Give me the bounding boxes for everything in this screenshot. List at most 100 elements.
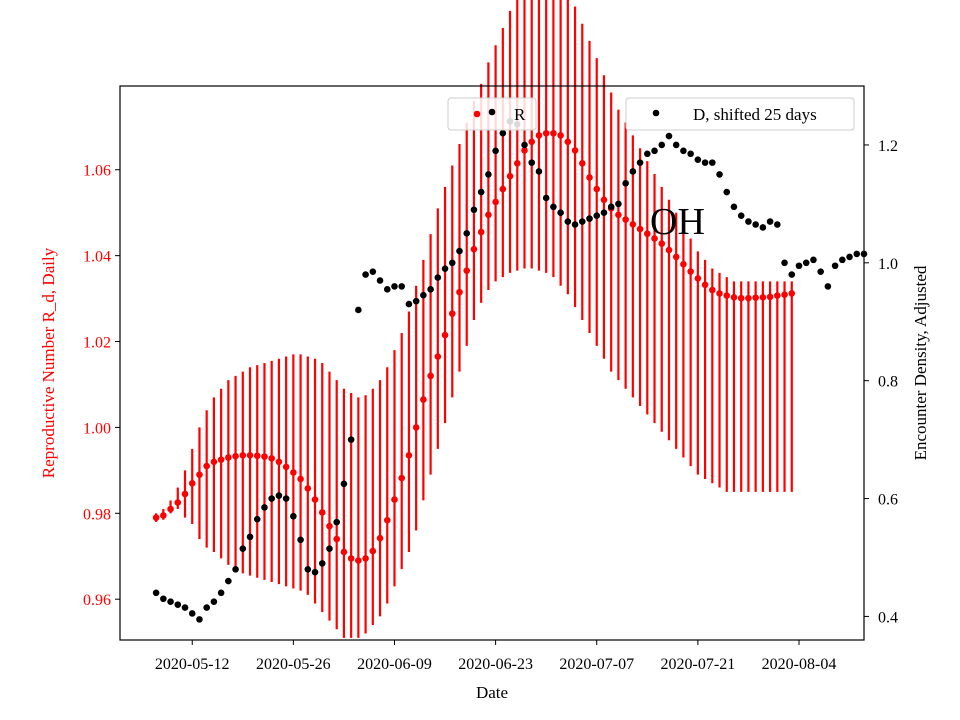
d-point <box>239 545 247 552</box>
r-point <box>290 469 297 476</box>
r-point <box>181 490 189 498</box>
d-point <box>839 256 846 264</box>
d-point <box>203 604 210 611</box>
d-point <box>578 218 586 225</box>
d-point <box>340 480 348 488</box>
r-point <box>304 485 312 492</box>
left-y-tick-label: 0.98 <box>83 506 111 523</box>
right-y-tick-label: 0.6 <box>878 492 898 509</box>
r-point <box>745 294 752 302</box>
r-point <box>557 132 564 139</box>
d-point <box>420 291 427 299</box>
r-point <box>658 240 666 247</box>
r-point <box>463 267 471 274</box>
r-point <box>217 456 225 463</box>
r-point <box>716 290 723 297</box>
r-point <box>376 534 384 542</box>
x-tick-label: 2020-06-09 <box>357 656 432 673</box>
d-point <box>781 259 788 267</box>
d-point <box>383 286 391 293</box>
d-point <box>152 589 160 597</box>
r-series-layer <box>152 0 796 638</box>
d-point <box>745 218 752 225</box>
d-point <box>160 595 167 603</box>
d-point <box>680 147 687 155</box>
r-point <box>297 475 304 483</box>
d-point <box>318 560 326 567</box>
d-point <box>550 203 557 211</box>
r-point <box>369 547 377 555</box>
d-point <box>427 286 434 293</box>
r-point <box>391 496 398 503</box>
r-point <box>196 471 203 478</box>
r-point <box>152 514 160 521</box>
r-point <box>405 452 413 459</box>
r-point <box>774 292 781 299</box>
d-point <box>246 533 254 541</box>
d-point <box>311 568 319 576</box>
r-point <box>672 253 680 261</box>
r-point <box>651 235 658 242</box>
r-point <box>427 372 434 380</box>
d-point <box>405 300 413 308</box>
d-point <box>196 616 203 623</box>
d-point <box>217 589 225 597</box>
x-tick-label: 2020-06-23 <box>458 656 533 673</box>
r-point <box>282 463 290 471</box>
d-point <box>831 262 839 270</box>
r-point <box>326 522 333 530</box>
r-point <box>318 509 326 516</box>
d-point <box>571 221 579 228</box>
r-point <box>542 129 550 137</box>
legend-d-label: D, shifted 25 days <box>693 105 817 124</box>
r-point <box>730 293 738 301</box>
d-point <box>593 212 601 219</box>
d-point <box>766 218 774 225</box>
r-point <box>571 147 579 154</box>
legend-r-marker-red <box>473 110 481 118</box>
d-point <box>174 601 182 608</box>
r-point <box>383 516 391 524</box>
legend-r-label: R <box>514 105 526 124</box>
d-point <box>463 230 471 237</box>
d-point <box>557 209 564 217</box>
d-point <box>290 512 297 520</box>
right-y-tick-label: 0.8 <box>878 374 898 391</box>
d-point <box>355 306 362 314</box>
d-point <box>268 495 275 502</box>
left-y-tick-label: 1.00 <box>83 420 111 437</box>
d-point <box>521 141 528 149</box>
r-point <box>550 129 557 137</box>
d-point <box>456 247 463 255</box>
x-tick-label: 2020-07-07 <box>559 656 634 673</box>
r-point <box>333 535 340 543</box>
d-point <box>665 132 673 140</box>
d-point <box>687 150 694 158</box>
d-point <box>752 221 759 228</box>
d-point <box>412 297 420 305</box>
d-point <box>709 159 716 166</box>
d-point <box>716 171 723 178</box>
r-point <box>167 505 174 513</box>
d-point <box>362 271 369 278</box>
d-point <box>615 200 622 208</box>
legend-d-marker <box>652 109 660 117</box>
d-point <box>607 203 615 211</box>
d-point <box>448 259 456 267</box>
d-point <box>441 265 449 273</box>
r-point <box>723 292 731 299</box>
d-point <box>304 565 312 573</box>
d-point <box>261 504 268 511</box>
d-series-layer <box>152 118 868 623</box>
x-tick-label: 2020-05-12 <box>155 656 230 673</box>
x-axis-label: Date <box>476 683 508 702</box>
d-point <box>167 598 174 605</box>
r-point <box>492 198 499 206</box>
r-point <box>347 555 355 562</box>
r-point <box>781 291 788 299</box>
r-point <box>261 453 268 460</box>
r-point <box>665 246 673 254</box>
d-point <box>810 256 817 264</box>
legend-d-box <box>625 97 855 131</box>
